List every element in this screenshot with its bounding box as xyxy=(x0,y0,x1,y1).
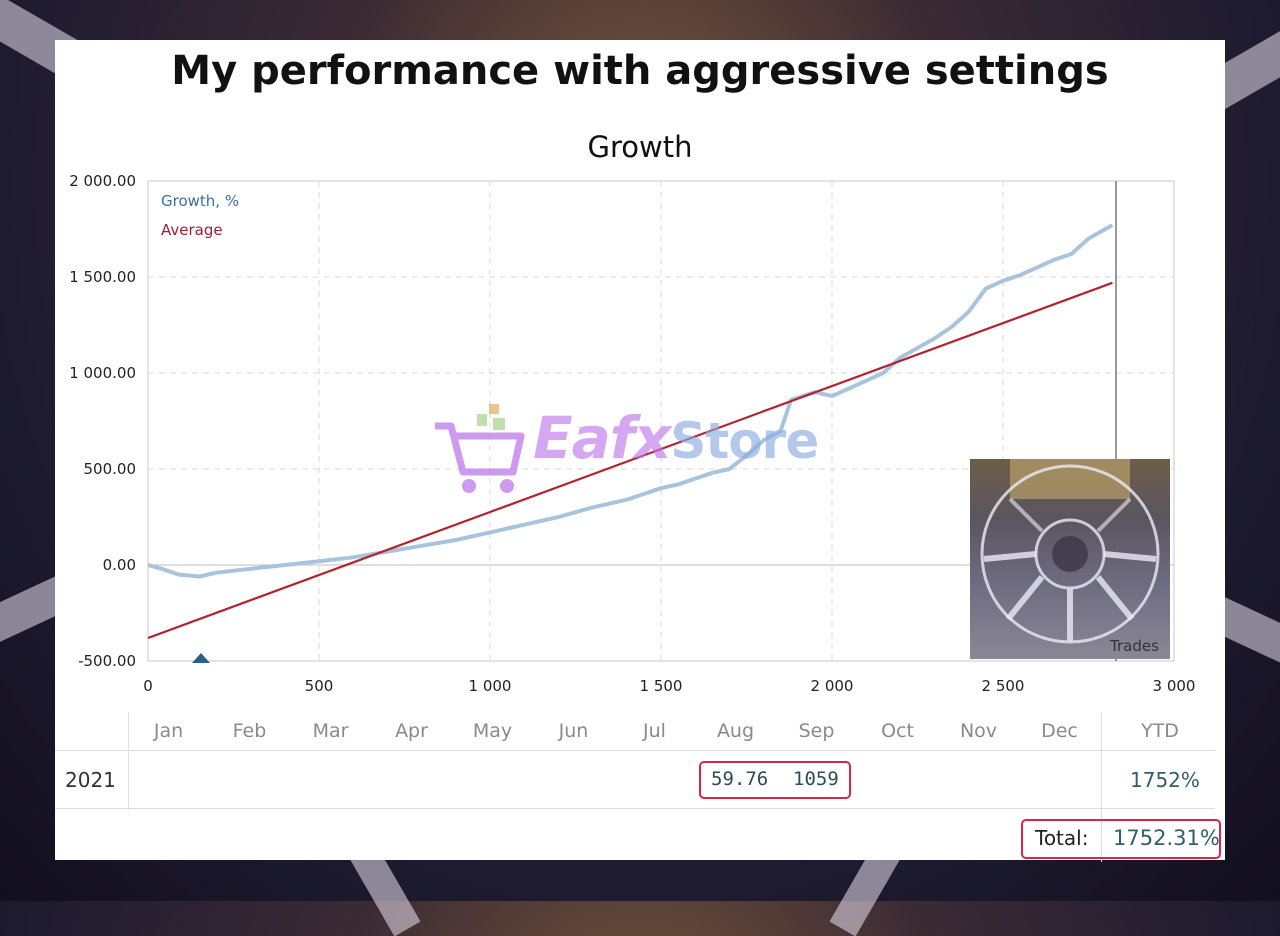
cell-ytd-value: 1752% xyxy=(1130,768,1200,792)
watermark: EafxStore xyxy=(433,402,853,502)
watermark-brand-2: Store xyxy=(670,412,819,470)
month-header-sep: Sep xyxy=(798,720,835,742)
month-header-nov: Nov xyxy=(959,720,998,742)
total-divider xyxy=(1101,822,1102,854)
x-axis-ticks: 0 500 1 000 1 500 2 000 2 500 3 000 xyxy=(143,677,1195,695)
start-marker-triangle xyxy=(192,653,210,663)
x-tick-label: 2 000 xyxy=(811,677,854,695)
x-tick-label: 1 000 xyxy=(469,677,512,695)
total-value: 1752.31% xyxy=(1113,826,1220,850)
cell-aug-value: 59.76 xyxy=(711,768,769,790)
highlight-box-aug-sep xyxy=(699,761,851,799)
table-divider-left xyxy=(128,712,129,810)
month-header-jul: Jul xyxy=(643,720,666,742)
cell-sep-value: 1059 xyxy=(793,768,839,790)
table-divider-ytd xyxy=(1101,712,1102,862)
y-tick-label: 1 500.00 xyxy=(69,268,136,286)
x-tick-label: 2 500 xyxy=(982,677,1025,695)
month-header-mar: Mar xyxy=(312,720,349,742)
x-tick-label: 3 000 xyxy=(1153,677,1196,695)
month-header-row: Jan Feb Mar Apr May Jun Jul Aug Sep Oct Nov Dec xyxy=(128,712,1215,751)
month-header-jan: Jan xyxy=(153,720,184,742)
preview-thumbnail: Trades xyxy=(970,459,1170,659)
year-label: 2021 xyxy=(65,768,116,792)
chart-title: Growth xyxy=(587,130,693,164)
month-header-feb: Feb xyxy=(232,720,267,742)
grid-lines xyxy=(148,181,1174,661)
y-tick-label: -500.00 xyxy=(78,652,136,670)
page-title: My performance with aggressive settings xyxy=(171,48,1109,94)
x-tick-label: 500 xyxy=(305,677,334,695)
watermark-text: EafxStore xyxy=(533,404,819,472)
month-header-oct: Oct xyxy=(881,720,914,742)
total-label: Total: xyxy=(1035,826,1089,850)
ytd-header: YTD xyxy=(1141,720,1179,742)
row-separator xyxy=(55,750,1215,751)
series-growth-line xyxy=(147,223,1114,579)
series-average-line xyxy=(147,281,1113,640)
spoked-wheel-icon: Trades xyxy=(980,459,1160,655)
y-tick-label: 500.00 xyxy=(84,460,137,478)
y-axis-ticks: 2 000.00 1 500.00 1 000.00 500.00 0.00 -500.0… xyxy=(69,172,136,670)
y-tick-label: 2 000.00 xyxy=(69,172,136,190)
month-header-aug: Aug xyxy=(716,720,755,742)
x-tick-label: 0 xyxy=(143,677,153,695)
x-tick-label: 1 500 xyxy=(640,677,683,695)
legend-average: Average xyxy=(161,221,223,239)
legend-growth: Growth, % xyxy=(161,192,239,210)
y-tick-label: 1 000.00 xyxy=(69,364,136,382)
month-header-apr: Apr xyxy=(395,720,428,742)
month-header-jun: Jun xyxy=(558,720,589,742)
month-header-may: May xyxy=(472,720,513,742)
y-tick-label: 0.00 xyxy=(103,556,136,574)
month-header-dec: Dec xyxy=(1041,720,1078,742)
trades-label: Trades xyxy=(1109,637,1159,655)
shopping-cart-icon xyxy=(435,404,525,493)
highlight-box-total xyxy=(1021,819,1221,859)
performance-panel: My performance with aggressive settings … xyxy=(55,40,1225,862)
row-separator xyxy=(55,808,1215,809)
watermark-brand: Eafx xyxy=(533,404,671,472)
